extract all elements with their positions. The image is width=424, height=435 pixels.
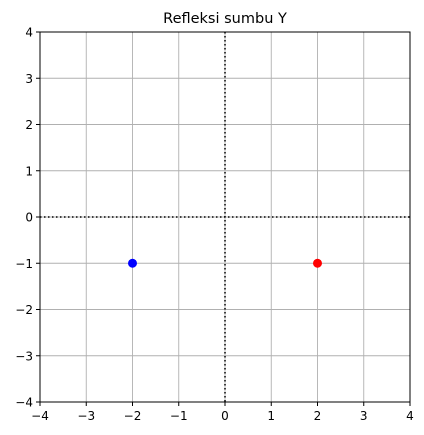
- y-tick-label: −1: [15, 257, 33, 271]
- y-tick-label: −2: [15, 303, 33, 317]
- x-tick-label: −2: [124, 409, 142, 423]
- x-tick-label: 1: [267, 409, 275, 423]
- reference-lines: [40, 32, 410, 402]
- chart-title: Refleksi sumbu Y: [163, 11, 287, 27]
- axis-ticks: −4 −3 −2 −1 0 1 2 3 4 −4 −3 −2 −1 0 1 2 3 4: [15, 26, 414, 424]
- x-tick-label: −1: [170, 409, 188, 423]
- data-point: [313, 258, 322, 268]
- x-tick-label: −4: [31, 409, 49, 423]
- x-tick-label: 4: [406, 409, 414, 423]
- y-tick-label: 0: [25, 211, 33, 225]
- x-tick-label: 0: [221, 409, 229, 423]
- data-point: [128, 258, 137, 268]
- x-tick-label: −3: [77, 409, 95, 423]
- y-tick-label: −3: [15, 349, 33, 363]
- y-tick-label: 4: [25, 26, 33, 40]
- y-tick-label: 1: [25, 164, 33, 178]
- data-points: [128, 258, 322, 268]
- x-tick-label: 2: [314, 409, 322, 423]
- y-tick-label: 2: [25, 118, 33, 132]
- y-tick-label: −4: [15, 396, 33, 410]
- x-tick-label: 3: [360, 409, 368, 423]
- y-tick-label: 3: [25, 72, 33, 86]
